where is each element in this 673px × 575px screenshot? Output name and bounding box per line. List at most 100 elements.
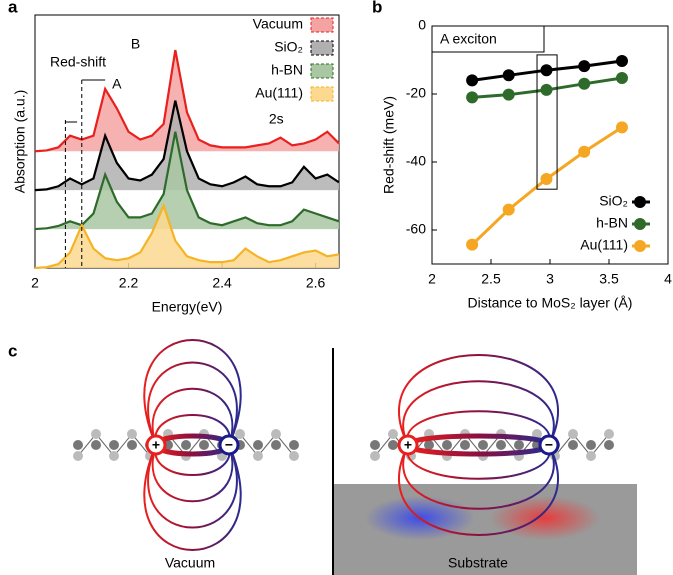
- area: [35, 131, 339, 230]
- atom: [91, 440, 101, 450]
- plot-frame: [431, 25, 669, 265]
- legend-label: Au(111): [255, 85, 303, 101]
- panel-label: b: [372, 0, 382, 16]
- point: [540, 83, 553, 96]
- atom: [424, 440, 434, 450]
- point: [578, 77, 591, 90]
- atom: [496, 440, 506, 450]
- positive-charge: [397, 434, 419, 456]
- atom: [568, 440, 578, 450]
- point: [615, 72, 628, 85]
- atom: [253, 451, 263, 461]
- negative-charge: [218, 434, 240, 456]
- point: [466, 74, 479, 87]
- point: [615, 121, 628, 134]
- point: [540, 173, 553, 185]
- legend-label: Vacuum: [253, 16, 303, 32]
- area: [35, 100, 339, 191]
- atom: [253, 440, 263, 450]
- atom: [604, 429, 614, 439]
- atom: [370, 440, 380, 450]
- atom: [388, 440, 398, 450]
- atom: [370, 451, 380, 461]
- legend-swatch: [634, 218, 646, 230]
- atom: [586, 451, 596, 461]
- line: [34, 49, 340, 153]
- atom: [109, 440, 119, 450]
- legend-swatch: [310, 63, 334, 79]
- atom: [568, 429, 578, 439]
- x-tick-label: 2.4: [212, 275, 232, 291]
- point: [578, 145, 591, 158]
- line: [34, 100, 340, 192]
- legend-swatch: [310, 40, 334, 56]
- point: [466, 91, 479, 104]
- atom: [388, 429, 398, 439]
- atom: [199, 440, 209, 450]
- x-tick-label: 3: [546, 271, 554, 287]
- legend-swatch: [310, 17, 334, 33]
- legend-label: SiO₂: [274, 39, 303, 55]
- point: [502, 69, 515, 82]
- legend-swatch: [310, 86, 334, 102]
- x-tick-label: 2.2: [119, 275, 139, 291]
- legend-swatch: [634, 196, 646, 208]
- legend-label: SiO₂: [599, 193, 628, 209]
- line: [34, 131, 340, 231]
- x-axis-label: Distance to MoS₂ layer (Å): [468, 295, 633, 311]
- point: [466, 238, 479, 251]
- legend-label: Au(111): [580, 237, 628, 253]
- y-tick-label: -20: [406, 85, 426, 101]
- legend-label: h-BN: [596, 215, 628, 231]
- atom: [289, 451, 299, 461]
- x-tick-label: 2.6: [306, 275, 326, 291]
- y-tick-label: 0: [418, 17, 426, 33]
- y-axis-label: Absorption (a.u.): [12, 90, 28, 194]
- minus-sign: −: [545, 437, 553, 453]
- positive-charge: [145, 434, 167, 456]
- plus-sign: +: [152, 437, 160, 453]
- y-tick-label: -60: [406, 221, 426, 237]
- y-tick-label: -40: [406, 153, 426, 169]
- point: [502, 88, 515, 101]
- vacuum-label: Vacuum: [165, 555, 215, 571]
- atom: [73, 440, 83, 450]
- atom: [109, 451, 119, 461]
- plus-sign: +: [404, 437, 412, 453]
- x-tick-label: 2.5: [481, 271, 501, 287]
- point: [615, 55, 628, 68]
- atom: [127, 440, 137, 450]
- atom: [478, 440, 488, 450]
- atom: [271, 440, 281, 450]
- atom: [460, 440, 470, 450]
- atom: [181, 440, 191, 450]
- area: [35, 50, 339, 152]
- atom: [235, 429, 245, 439]
- panel-label: c: [8, 341, 17, 360]
- annotation: A: [112, 76, 122, 92]
- atom: [91, 429, 101, 439]
- x-tick-label: 2: [31, 275, 39, 291]
- point: [578, 60, 591, 73]
- line: [34, 202, 340, 270]
- point: [540, 64, 553, 77]
- x-axis-label: Energy(eV): [152, 299, 223, 315]
- atom: [289, 440, 299, 450]
- annotation: A exciton: [440, 31, 497, 47]
- minus-sign: −: [225, 437, 233, 453]
- panel-label: a: [8, 0, 18, 16]
- legend-swatch: [634, 240, 646, 252]
- atom: [586, 440, 596, 450]
- substrate-label: Substrate: [448, 555, 508, 571]
- x-tick-label: 4: [664, 271, 672, 287]
- atom: [271, 429, 281, 439]
- x-tick-label: 3.5: [599, 271, 619, 287]
- x-tick-label: 2: [428, 271, 436, 287]
- highlight: [536, 54, 558, 190]
- atom: [604, 440, 614, 450]
- atom: [442, 440, 452, 450]
- atom: [514, 440, 524, 450]
- negative-charge: [538, 434, 560, 456]
- y-axis-label: Red-shift (meV): [381, 96, 397, 194]
- annotation: Red-shift: [50, 54, 106, 70]
